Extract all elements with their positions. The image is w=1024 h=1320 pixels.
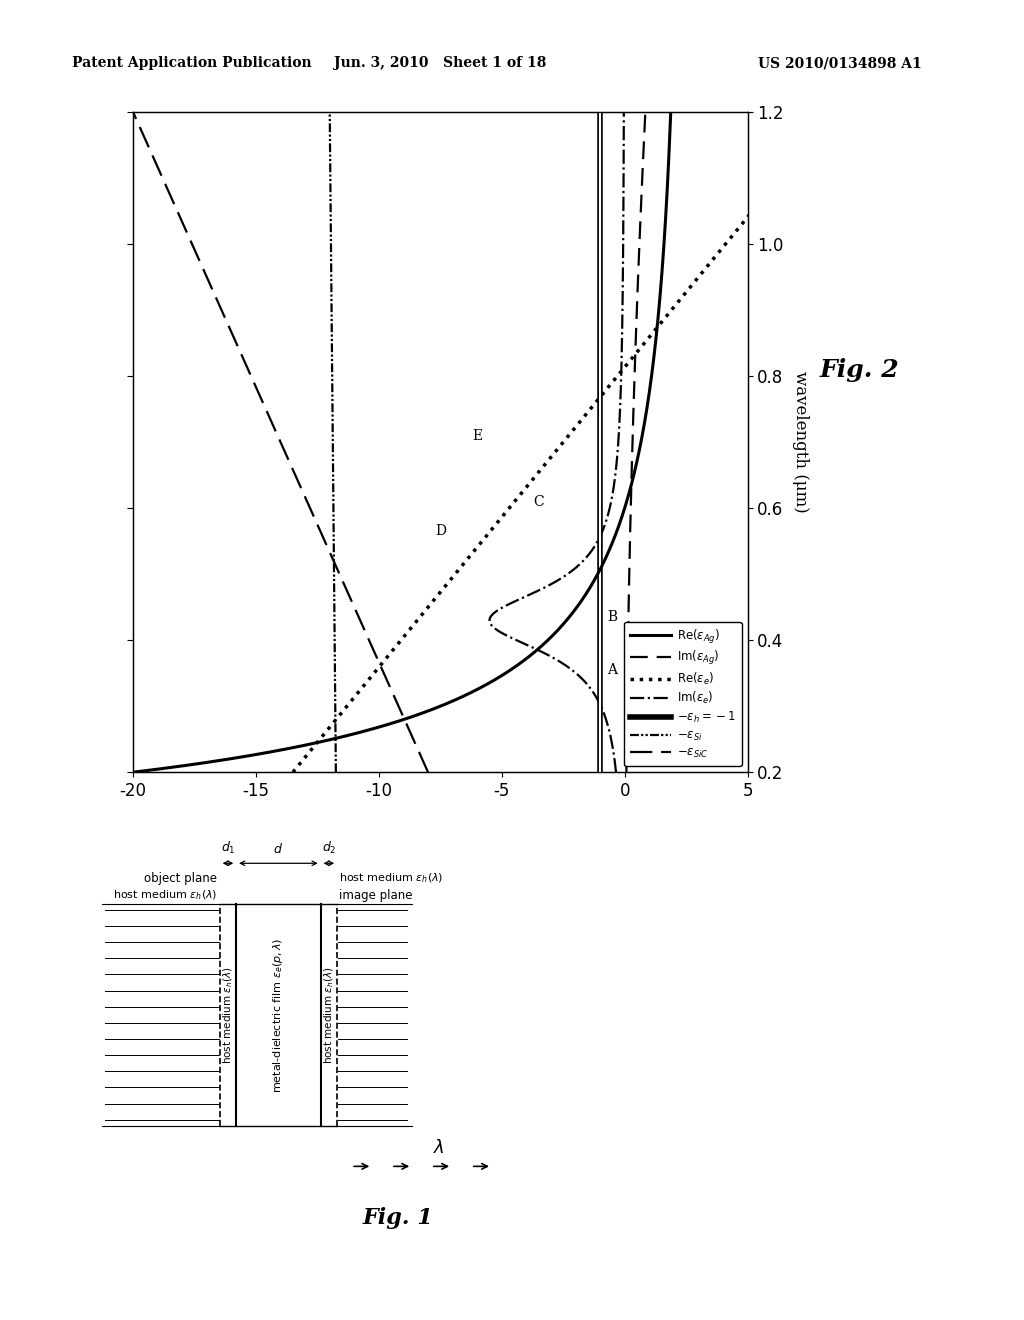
Legend: Re($\varepsilon_{Ag}$), Im($\varepsilon_{Ag}$), Re($\varepsilon_e$), Im($\vareps: Re($\varepsilon_{Ag}$), Im($\varepsilon_… <box>624 622 741 767</box>
Text: $\lambda$: $\lambda$ <box>433 1139 445 1156</box>
Text: image plane: image plane <box>339 890 413 903</box>
Text: host medium $\varepsilon_h(\lambda)$: host medium $\varepsilon_h(\lambda)$ <box>339 871 443 886</box>
Text: Fig. 1: Fig. 1 <box>362 1206 433 1229</box>
Text: A: A <box>607 663 617 677</box>
Text: metal-dielectric film $\varepsilon_e(p,\lambda)$: metal-dielectric film $\varepsilon_e(p,\… <box>271 937 286 1093</box>
Text: Fig. 2: Fig. 2 <box>819 358 899 381</box>
Text: D: D <box>435 524 445 539</box>
Text: host medium $\varepsilon_h(\lambda)$: host medium $\varepsilon_h(\lambda)$ <box>221 966 234 1064</box>
Text: C: C <box>534 495 544 508</box>
Text: $d_1$: $d_1$ <box>220 840 236 855</box>
Text: Jun. 3, 2010   Sheet 1 of 18: Jun. 3, 2010 Sheet 1 of 18 <box>334 57 547 70</box>
Text: B: B <box>607 610 617 624</box>
Text: E: E <box>472 429 482 442</box>
Text: US 2010/0134898 A1: US 2010/0134898 A1 <box>758 57 922 70</box>
Text: host medium $\varepsilon_h(\lambda)$: host medium $\varepsilon_h(\lambda)$ <box>323 966 336 1064</box>
Text: object plane: object plane <box>144 873 217 886</box>
Text: Patent Application Publication: Patent Application Publication <box>72 57 311 70</box>
Text: $d$: $d$ <box>273 842 284 855</box>
Text: $d_2$: $d_2$ <box>322 840 336 855</box>
Text: 3: 3 <box>693 644 703 661</box>
Text: host medium $\varepsilon_h(\lambda)$: host medium $\varepsilon_h(\lambda)$ <box>113 888 217 903</box>
Y-axis label: wavelength (μm): wavelength (μm) <box>792 371 809 513</box>
